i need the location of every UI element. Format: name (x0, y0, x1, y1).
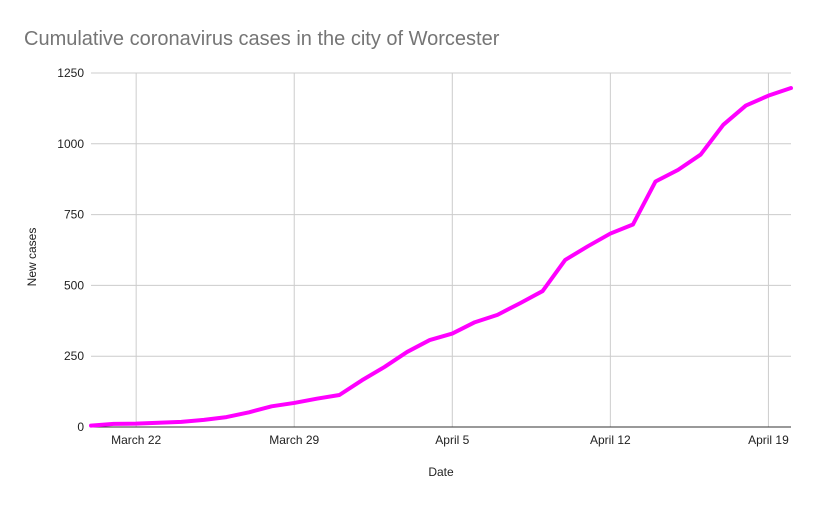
y-tick-label: 1250 (57, 66, 84, 80)
y-tick-label: 500 (64, 278, 84, 292)
y-tick-label: 1000 (57, 137, 84, 151)
y-tick-label: 750 (64, 208, 84, 222)
y-axis-label: New cases (25, 228, 39, 287)
chart-title: Cumulative coronavirus cases in the city… (24, 28, 500, 50)
series-group (89, 86, 793, 428)
x-tick-label: April 19 (748, 433, 789, 447)
x-axis-label: Date (428, 465, 454, 479)
x-tick-label: March 29 (269, 433, 319, 447)
series-line (89, 86, 793, 428)
y-tick-label: 0 (77, 420, 84, 434)
x-tick-label: April 12 (590, 433, 631, 447)
y-axis-ticks: 0 250 500 750 1000 1250 (57, 66, 84, 434)
grid-lines (91, 72, 791, 427)
x-axis-ticks: March 22 March 29 April 5 April 12 April 19 (111, 433, 789, 447)
x-tick-label: March 22 (111, 433, 161, 447)
x-tick-label: April 5 (435, 433, 469, 447)
y-tick-label: 250 (64, 349, 84, 363)
